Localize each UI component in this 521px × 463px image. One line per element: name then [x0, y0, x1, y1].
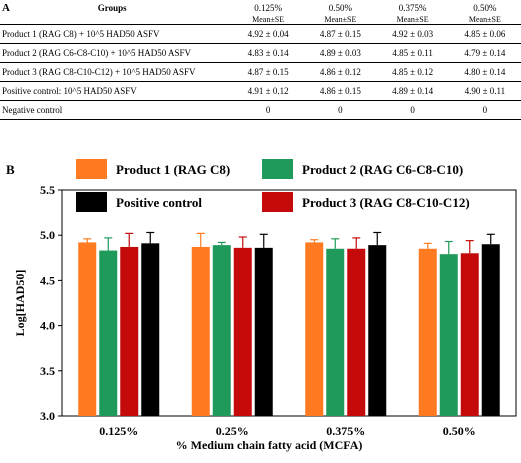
cell-value: 4.89 ± 0.14	[376, 81, 449, 101]
bar	[120, 246, 139, 416]
legend-swatch	[262, 159, 293, 179]
results-table: A Groups 0.125% 0.50% 0.375% 0.50% Mean±…	[0, 0, 521, 120]
bar	[78, 242, 97, 416]
bar-chart-panel: B 3.0 3.5 4.0 4.5 5.0 5.5 Log[HAD50] 0.125% 0.25%…	[0, 158, 521, 458]
row-label: Negative control	[0, 100, 232, 120]
cell-value: 4.87 ± 0.15	[304, 24, 377, 44]
x-tick-label: 0.50%	[443, 424, 476, 438]
stat-header: Mean±SE	[304, 14, 377, 25]
bar	[233, 247, 252, 416]
bar	[99, 250, 118, 416]
y-tick-label: 3.0	[40, 409, 55, 423]
row-label: Product 1 (RAG C8) + 10^5 HAD50 ASFV	[0, 24, 232, 44]
y-tick-label: 5.5	[40, 183, 55, 197]
cell-value: 4.89 ± 0.03	[304, 43, 377, 63]
y-tick-label: 3.5	[40, 364, 55, 378]
cell-value: 4.92 ± 0.03	[376, 24, 449, 44]
legend-swatch	[76, 159, 107, 179]
x-axis-label: % Medium chain fatty acid (MCFA)	[176, 438, 363, 452]
stat-header: Mean±SE	[376, 14, 449, 25]
bar-chart: B 3.0 3.5 4.0 4.5 5.0 5.5 Log[HAD50] 0.125% 0.25%…	[6, 159, 517, 452]
legend-label: Product 2 (RAG C6-C8-C10)	[302, 162, 463, 177]
conc-header: 0.375%	[398, 3, 427, 13]
table-header-groups: A Groups	[0, 0, 232, 14]
cell-value: 0	[448, 100, 521, 120]
row-label: Product 3 (RAG C8-C10-C12) + 10^5 HAD50 …	[0, 62, 232, 82]
y-tick-label: 5.0	[40, 228, 55, 242]
cell-value: 4.86 ± 0.12	[304, 62, 377, 82]
cell-value: 4.86 ± 0.15	[304, 81, 377, 101]
bar	[326, 248, 345, 416]
conc-header: 0.125%	[254, 3, 282, 13]
table-header-row: A Groups 0.125% 0.50% 0.375% 0.50%	[0, 0, 521, 14]
y-tick-label: 4.5	[40, 273, 55, 287]
y-tick-label: 4.0	[40, 319, 55, 333]
table-subheader-row: Mean±SE Mean±SE Mean±SE Mean±SE	[0, 14, 521, 25]
conc-header: 0.50%	[328, 3, 352, 13]
groups-header: Groups	[97, 3, 127, 13]
cell-value: 0	[232, 100, 305, 120]
legend-label: Product 3 (RAG C8-C10-C12)	[302, 195, 470, 210]
table-row: Product 3 (RAG C8-C10-C12) + 10^5 HAD50 …	[0, 62, 521, 82]
table-row: Positive control: 10^5 HAD50 ASFV 4.91 ±…	[0, 81, 521, 101]
cell-value: 4.92 ± 0.04	[232, 24, 305, 44]
bar	[305, 242, 324, 416]
bar	[254, 247, 273, 416]
row-label: Positive control: 10^5 HAD50 ASFV	[0, 81, 232, 101]
legend-label: Product 1 (RAG C8)	[116, 162, 230, 177]
bar	[347, 248, 366, 416]
bar	[460, 253, 479, 416]
cell-value: 4.87 ± 0.15	[232, 62, 305, 82]
legend-label: Positive control	[116, 195, 202, 210]
y-axis-label: Log[HAD50]	[13, 270, 27, 337]
x-tick-label: 0.25%	[216, 424, 249, 438]
table-subheader-blank	[0, 14, 232, 25]
legend-swatch	[76, 192, 107, 212]
bar	[418, 248, 437, 416]
cell-value: 4.80 ± 0.14	[448, 62, 521, 82]
bar	[141, 243, 160, 416]
cell-value: 4.83 ± 0.14	[232, 43, 305, 63]
table-row: Product 2 (RAG C6-C8-C10) + 10^5 HAD50 A…	[0, 43, 521, 63]
cell-value: 4.79 ± 0.14	[448, 43, 521, 63]
row-label: Product 2 (RAG C6-C8-C10) + 10^5 HAD50 A…	[0, 43, 232, 63]
cell-value: 4.90 ± 0.11	[448, 81, 521, 101]
plot-frame	[61, 189, 517, 417]
cell-value: 0	[376, 100, 449, 120]
x-tick-label: 0.375%	[326, 424, 365, 438]
results-table-panel: A Groups 0.125% 0.50% 0.375% 0.50% Mean±…	[0, 0, 521, 160]
cell-value: 4.85 ± 0.06	[448, 24, 521, 44]
panel-label-a: A	[2, 2, 10, 14]
x-tick-label: 0.125%	[99, 424, 138, 438]
stat-header: Mean±SE	[448, 14, 521, 25]
cell-value: 0	[304, 100, 377, 120]
panel-label-b: B	[6, 162, 15, 177]
conc-header: 0.50%	[473, 3, 497, 13]
bar	[439, 254, 458, 416]
cell-value: 4.85 ± 0.11	[376, 43, 449, 63]
legend-swatch	[262, 192, 293, 212]
bar	[481, 244, 500, 416]
bar	[191, 246, 210, 416]
table-row: Negative control 0 0 0 0	[0, 100, 521, 120]
cell-value: 4.85 ± 0.12	[376, 62, 449, 82]
bar	[212, 245, 231, 416]
table-row: Product 1 (RAG C8) + 10^5 HAD50 ASFV 4.9…	[0, 24, 521, 44]
cell-value: 4.91 ± 0.12	[232, 81, 305, 101]
stat-header: Mean±SE	[232, 14, 305, 25]
bar	[368, 245, 387, 416]
